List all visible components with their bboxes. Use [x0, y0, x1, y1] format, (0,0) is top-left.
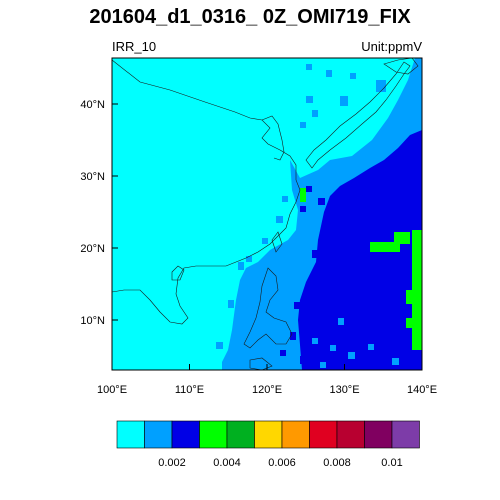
coastline-japan: [305, 61, 411, 169]
variable-label: IRR_10: [112, 39, 157, 54]
coastline-hainan: [171, 265, 185, 281]
lon-tick-label: 130°E: [329, 384, 359, 396]
colorbar-swatch: [281, 420, 310, 449]
colorbar-label: 0.004: [213, 457, 241, 469]
colorbar-label: 0.01: [381, 457, 402, 469]
coastline-korea: [261, 115, 285, 161]
colorbar-swatch: [116, 420, 145, 449]
lat-tick-label: 30°N: [80, 171, 105, 183]
lon-tick-label: 120°E: [252, 384, 282, 396]
coastline-asia: [112, 59, 301, 325]
coastline-taiwan: [271, 231, 283, 253]
field-green-patches: [300, 188, 422, 350]
colorbar-swatch: [309, 420, 338, 449]
lon-tick-label: 140°E: [407, 384, 437, 396]
lat-tick-label: 10°N: [80, 315, 105, 327]
unit-label: Unit:ppmV: [361, 39, 422, 54]
lat-tick-label: 20°N: [80, 243, 105, 255]
lon-tick-label: 110°E: [175, 384, 204, 396]
field-high-band: [298, 130, 422, 370]
colorbar-swatch: [144, 420, 173, 449]
lat-ticks: 10°N 20°N 30°N 40°N: [80, 99, 118, 327]
colorbar-swatch: [391, 420, 420, 449]
field-edge-pixels: [216, 64, 399, 368]
colorbar-swatch: [336, 420, 365, 449]
colorbar-labels: 0.002 0.004 0.006 0.008 0.01: [158, 457, 402, 469]
lon-ticks: 100°E 110°E 120°E 130°E 140°E: [97, 364, 437, 396]
colorbar-label: 0.008: [323, 457, 351, 469]
colorbar-swatch: [199, 420, 228, 449]
concentration-field: [112, 58, 422, 370]
colorbar-label: 0.002: [158, 457, 186, 469]
coastlines: [112, 58, 419, 370]
coastline-japan-north: [383, 58, 419, 75]
colorbar-swatch: [364, 420, 393, 449]
colorbar-label: 0.006: [268, 457, 296, 469]
colorbar-swatch: [226, 420, 255, 449]
colorbar-swatch: [254, 420, 283, 449]
lon-tick-label: 100°E: [97, 384, 127, 396]
lat-tick-label: 40°N: [80, 99, 105, 111]
colorbar: [116, 420, 420, 449]
colorbar-swatch: [171, 420, 200, 449]
coastline-philippines: [243, 267, 293, 349]
map-title: 201604_d1_0316_ 0Z_OMI719_FIX: [89, 6, 411, 28]
